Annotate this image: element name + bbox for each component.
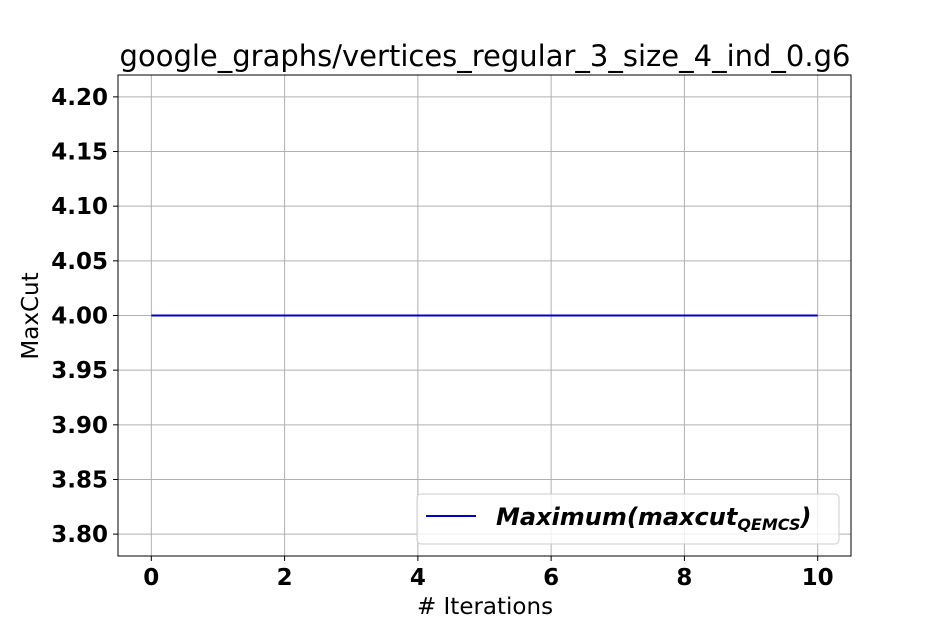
y-tick-label: 3.85 — [51, 467, 108, 493]
y-tick-label: 3.95 — [51, 358, 108, 384]
y-tick-label: 3.90 — [51, 413, 108, 439]
y-tick-label: 4.10 — [51, 194, 108, 220]
x-tick-label: 2 — [277, 565, 293, 591]
y-axis-label: MaxCut — [18, 272, 44, 359]
legend-box — [416, 493, 840, 545]
y-tick-label: 3.80 — [51, 522, 108, 548]
legend: Maximum(maxcutQEMCS) — [416, 493, 840, 545]
y-tick-label: 4.00 — [51, 304, 108, 330]
legend-entry-subscript: QEMCS — [737, 515, 800, 534]
x-tick-labels: 0 2 4 6 8 10 — [143, 556, 834, 591]
x-tick-label: 4 — [410, 565, 426, 591]
legend-entry-suffix: ) — [799, 503, 811, 531]
x-tick-label: 8 — [676, 565, 692, 591]
x-axis-label: # Iterations — [417, 594, 553, 620]
x-tick-label: 6 — [543, 565, 559, 591]
y-tick-label: 4.20 — [51, 85, 108, 111]
legend-entry-name: Maximum(maxcut — [496, 503, 739, 531]
y-tick-labels: 3.80 3.85 3.90 3.95 4.00 4.05 4.10 4.15 4.20 — [51, 85, 118, 548]
x-tick-label: 10 — [802, 565, 834, 591]
y-tick-label: 4.15 — [51, 140, 108, 166]
y-tick-label: 4.05 — [51, 249, 108, 275]
chart-title: google_graphs/vertices_regular_3_size_4_… — [120, 39, 851, 73]
legend-entry: Maximum(maxcutQEMCS) — [496, 503, 811, 534]
x-tick-label: 0 — [143, 565, 159, 591]
